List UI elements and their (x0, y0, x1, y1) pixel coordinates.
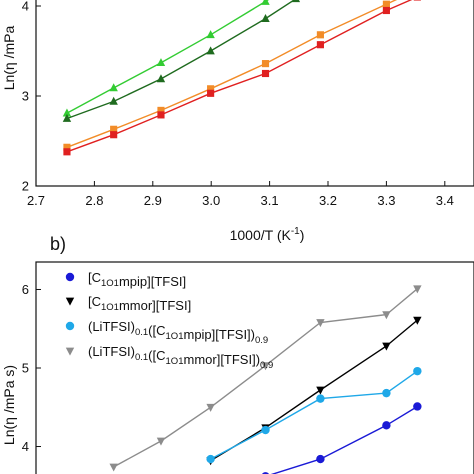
panel-a-series-4-point (207, 89, 215, 97)
panel-a-series-2-point (261, 13, 270, 22)
panel-b-legend-marker-3 (65, 321, 75, 331)
panel-a-x-tick-label: 3.3 (377, 193, 395, 208)
panel-a-series-3-point (261, 60, 270, 68)
panel-b-series-4-point (413, 285, 422, 294)
panel-a-series-2-point (156, 74, 166, 83)
panel-a-series-1-point (206, 30, 215, 39)
panel-a-series-group (62, 0, 421, 156)
panel-b-series-3-point (261, 425, 270, 435)
panel-b-legend: [C1O1mpip][TFSI] [C1O1mmor][TFSI] (LiTFSI)… (65, 270, 273, 371)
panel-b-series-3-point (316, 394, 325, 403)
panel-a-x-tick-label: 3.1 (261, 193, 279, 208)
panel-a-y-tick-label: 3 (22, 89, 29, 104)
panel-a-series-4-point (382, 6, 390, 15)
panel-b-y-ticks: 4 5 6 (22, 282, 41, 454)
panel-a-series-3-point (382, 0, 390, 8)
panel-a-series-2-point (62, 113, 72, 122)
panel-b-legend-entry-2: [C1O1mmor][TFSI] (88, 294, 191, 313)
panel-b-legend-entry-3: (LiTFSI)0.1([C1O1mpip][TFSI])0.9 (88, 319, 268, 346)
panel-a-x-ticks: 2.7 2.8 2.9 3.0 3.1 3.2 3.3 3.4 (27, 181, 454, 208)
panel-b-y-tick-label: 5 (22, 361, 29, 376)
panel-b-legend-marker-4 (65, 347, 75, 356)
panel-a-x-axis-label: 1000/T (K-1) (230, 226, 305, 243)
panel-b-series-3-point (382, 388, 391, 398)
panel-a-y-ticks: 2 3 4 (22, 0, 41, 194)
panel-a-y-tick-label: 4 (22, 0, 29, 14)
panel-a-x-tick-label: 2.8 (85, 193, 103, 208)
panel-b-legend-marker-1 (65, 272, 75, 282)
panel-a-series-2-line (66, 0, 296, 120)
panel-a-series-1-point (156, 58, 166, 67)
panel-b-series-4-point (316, 319, 325, 328)
panel-a-series-2-point (291, 0, 301, 3)
panel-a-y-axis-label: Ln(η /mPa (1, 25, 17, 90)
panel-a-y-tick-label: 2 (22, 179, 29, 194)
panel-a-series-4-point (316, 41, 324, 49)
panel-a-series-4-point (261, 69, 270, 78)
panel-a-series-4-line (66, 0, 413, 153)
panel-b-legend-entry-4: (LiTFSI)0.1([C1O1mmor][TFSI])0.9 (88, 344, 273, 371)
panel-b-series-4-point (261, 362, 270, 371)
panel-b-series-3-point (413, 366, 422, 376)
panel-a-series-2-point (206, 46, 215, 55)
panel-a-series-1-point (261, 0, 270, 5)
panel-a-series-3-point (63, 143, 71, 151)
panel-a-series-3-point (157, 106, 165, 114)
panel-b-chart: b) 456 Ln(η /mPa s) [C1O1mpip][TFSI][C1O… (1, 234, 474, 474)
panel-a-series-4-point (110, 131, 118, 139)
panel-a-x-tick-label: 2.7 (27, 193, 45, 208)
panel-b-y-tick-label: 4 (22, 439, 29, 454)
panel-b-legend-entry-1: [C1O1mpip][TFSI] (88, 270, 186, 289)
panel-b-series-4-point (109, 463, 118, 472)
panel-a-series-4-point (63, 148, 71, 156)
panel-b-y-axis-label: Ln(η /mPa s) (1, 365, 17, 445)
panel-b-series-4-point (382, 311, 391, 320)
panel-a-series-2-point (109, 96, 118, 105)
panel-b-plot-frame (35, 261, 474, 474)
panel-b-series-4-point (206, 403, 215, 412)
panel-b-series-2-point (316, 386, 325, 395)
panel-b-series-4-point (156, 437, 166, 446)
panel-b-series-1-line (270, 405, 418, 474)
panel-b-y-tick-label: 6 (22, 282, 29, 297)
panel-a-x-tick-label: 3.2 (319, 193, 337, 208)
panel-a-series-1-point (109, 83, 118, 92)
panel-b-series-2-point (382, 342, 391, 351)
panel-b-legend-marker-2 (65, 297, 75, 306)
panel-a-series-3-point (316, 31, 324, 39)
panel-a-x-tick-label: 3.0 (202, 193, 220, 208)
panel-b-series-1-point (382, 421, 391, 430)
panel-a-x-tick-label: 2.9 (144, 193, 162, 208)
panel-b-series-2-point (413, 316, 422, 325)
panel-a-x-tick-label: 3.4 (436, 193, 454, 208)
panel-a-series-4-point (413, 0, 421, 1)
panel-b-label: b) (50, 234, 66, 254)
panel-a-series-3-point (110, 125, 118, 133)
panel-a-series-4-point (157, 111, 165, 119)
panel-a-series-3-point (207, 85, 215, 93)
panel-a-chart: 2.7 2.8 2.9 3.0 3.1 3.2 3.3 3.4 2 3 4 1000/T (K-1… (1, 0, 474, 243)
panel-a-series-1-point (62, 108, 72, 117)
panel-b-series-1-point (413, 402, 422, 411)
panel-b-series-1-point (316, 454, 325, 464)
panel-a-plot-frame (35, 0, 474, 187)
panel-a-series-1-line (66, 0, 269, 114)
panel-a-series-3-line (66, 0, 398, 148)
panel-b-series-group (109, 285, 422, 474)
panel-b-series-3-point (206, 454, 215, 464)
